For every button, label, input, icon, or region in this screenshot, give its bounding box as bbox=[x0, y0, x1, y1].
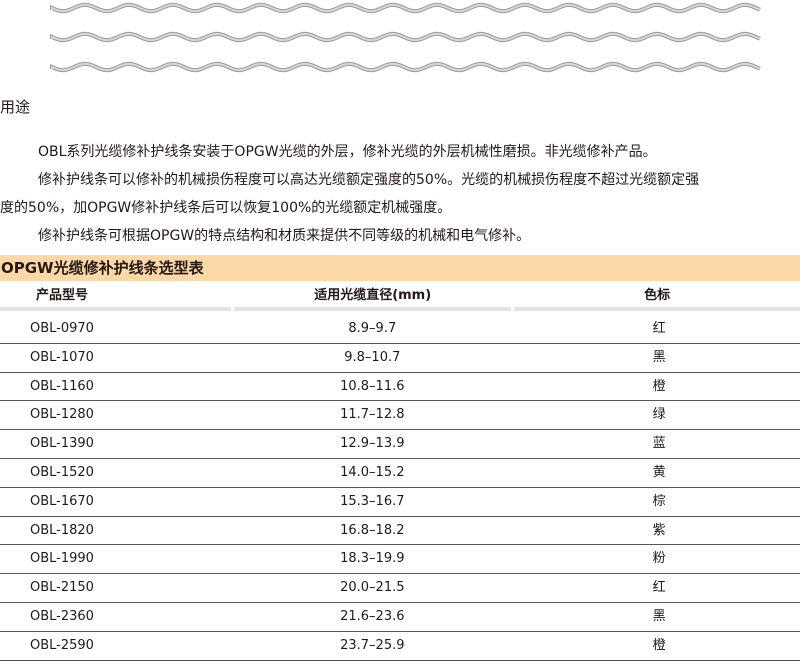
cell-diameter: 8.9–9.7 bbox=[348, 321, 397, 336]
cell-diameter: 21.6–23.6 bbox=[340, 608, 405, 624]
armor-rods-image bbox=[50, 2, 761, 73]
cell-color: 红 bbox=[652, 321, 666, 336]
armor-rod bbox=[51, 32, 761, 42]
paragraph: OBL系列光缆修补护线条安装于OPGW光缆的外层，修补光缆的外层机械性磨损。非光… bbox=[38, 144, 657, 160]
header-color: 色标 bbox=[514, 281, 800, 311]
table-row: OBL-2150 20.0–21.5 红 bbox=[0, 574, 800, 603]
armor-rod bbox=[51, 62, 761, 72]
cell-diameter: 9.8–10.7 bbox=[344, 349, 401, 365]
table-row: OBL-2590 23.7–25.9 橙 bbox=[0, 632, 800, 661]
table-row: OBL-1160 10.8–11.6 橙 bbox=[0, 373, 800, 402]
cell-model: OBL-0970 bbox=[30, 321, 94, 336]
cell-model: OBL-1160 bbox=[30, 378, 94, 394]
cell-model: OBL-2590 bbox=[30, 637, 94, 653]
cell-model: OBL-2360 bbox=[30, 608, 94, 624]
table-row: OBL-1670 15.3–16.7 棕 bbox=[0, 488, 800, 517]
cell-color: 棕 bbox=[652, 493, 666, 509]
cell-color: 橙 bbox=[652, 378, 666, 394]
paragraph: 度的50%，加OPGW修补护线条后可以恢复100%的光缆额定机械强度。 bbox=[0, 200, 452, 216]
cell-model: OBL-1070 bbox=[30, 349, 94, 365]
section-title: 用途 bbox=[0, 98, 31, 116]
cell-color: 红 bbox=[652, 580, 666, 596]
cell-diameter: 10.8–11.6 bbox=[340, 378, 405, 394]
table-row: OBL-1990 18.3–19.9 粉 bbox=[0, 545, 800, 575]
cell-model: OBL-1520 bbox=[30, 464, 94, 480]
table-row: OBL-0970 8.9–9.7 红 bbox=[0, 315, 800, 344]
table-row: OBL-1520 14.0–15.2 黄 bbox=[0, 459, 800, 488]
cell-model: OBL-1390 bbox=[30, 436, 94, 452]
cell-color: 绿 bbox=[652, 407, 666, 423]
armor-rod bbox=[51, 3, 761, 13]
table-row: OBL-1280 11.7–12.8 绿 bbox=[0, 401, 800, 431]
cell-color: 黑 bbox=[652, 608, 666, 624]
table-row: OBL-1820 16.8–18.2 紫 bbox=[0, 517, 800, 546]
cell-diameter: 12.9–13.9 bbox=[340, 436, 405, 452]
cell-diameter: 18.3–19.9 bbox=[340, 551, 405, 567]
cell-color: 蓝 bbox=[652, 436, 666, 452]
cell-color: 粉 bbox=[652, 551, 666, 567]
cell-model: OBL-1990 bbox=[30, 551, 94, 567]
paragraph: 修补护线条可以修补的机械损伤程度可以高达光缆额定强度的50%。光缆的机械损伤程度… bbox=[38, 172, 700, 188]
cell-diameter: 16.8–18.2 bbox=[340, 522, 405, 538]
cell-diameter: 23.7–25.9 bbox=[340, 637, 405, 653]
cell-diameter: 14.0–15.2 bbox=[340, 464, 405, 480]
paragraph: 修补护线条可根据OPGW的特点结构和材质来提供不同等级的机械和电气修补。 bbox=[38, 228, 531, 244]
cell-color: 橙 bbox=[652, 637, 666, 653]
header-model: 产品型号 bbox=[0, 281, 232, 311]
cell-model: OBL-1670 bbox=[30, 493, 94, 509]
table-row: OBL-2360 21.6–23.6 黑 bbox=[0, 603, 800, 632]
selection-table: 产品型号 适用光缆直径(mm) 色标 OBL-0970 8.9–9.7 红 OBL-1… bbox=[0, 281, 800, 661]
cell-diameter: 11.7–12.8 bbox=[340, 407, 405, 423]
table-title: OPGW光缆修补护线条选型表 bbox=[0, 255, 800, 281]
cell-color: 黑 bbox=[652, 349, 666, 365]
cell-diameter: 15.3–16.7 bbox=[340, 493, 405, 509]
cell-model: OBL-1280 bbox=[30, 407, 94, 423]
cell-color: 紫 bbox=[652, 522, 666, 538]
cell-color: 黄 bbox=[652, 464, 666, 480]
cell-model: OBL-1820 bbox=[30, 522, 94, 538]
cell-model: OBL-2150 bbox=[30, 580, 94, 596]
header-diameter: 适用光缆直径(mm) bbox=[234, 281, 512, 311]
table-row: OBL-1390 12.9–13.9 蓝 bbox=[0, 430, 800, 459]
table-row: OBL-1070 9.8–10.7 黑 bbox=[0, 344, 800, 373]
table-header: 产品型号 适用光缆直径(mm) 色标 bbox=[0, 281, 800, 315]
description: OBL系列光缆修补护线条安装于OPGW光缆的外层，修补光缆的外层机械性磨损。非光… bbox=[0, 138, 800, 250]
cell-diameter: 20.0–21.5 bbox=[340, 580, 405, 596]
